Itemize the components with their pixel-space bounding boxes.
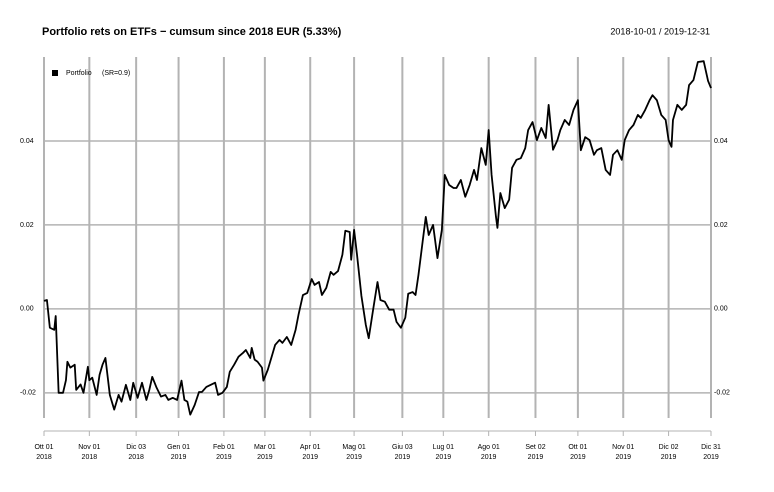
x-tick-year: 2018 [128,454,144,461]
x-tick-label: Dic 02 [659,444,679,451]
y-tick-label-right: 0.02 [714,222,728,229]
x-tick-year: 2019 [703,454,719,461]
grid: -0.02 -0.02 0.00 0.00 0.02 0.02 0.04 0.04 Ott 01… [20,57,730,461]
x-tick-label: Ago 01 [478,444,500,451]
x-tick-year: 2019 [171,454,187,461]
x-tick-label: Set 02 [525,444,545,451]
y-tick-label: 0.00 [20,306,34,313]
x-tick-label: Ott 01 [34,444,53,451]
plot-area [43,60,712,416]
series-line [43,60,712,416]
x-tick-label: Mag 01 [342,444,365,451]
x-tick-label: Nov 01 [612,444,634,451]
x-tick-year: 2019 [661,454,677,461]
x-tick-year: 2019 [615,454,631,461]
y-tick-label: 0.04 [20,138,34,145]
x-tick-year: 2019 [346,454,362,461]
legend-annotation: (SR=0.9) [102,70,130,77]
x-tick-label: Nov 01 [78,444,100,451]
x-tick-label: Feb 01 [213,444,235,451]
x-tick-label: Mar 01 [254,444,276,451]
x-tick-year: 2019 [570,454,586,461]
x-tick-year: 2019 [395,454,411,461]
x-tick-year: 2019 [216,454,232,461]
x-tick-label: Giu 03 [392,444,413,451]
x-tick-year: 2019 [257,454,273,461]
x-tick-label: Apr 01 [300,444,321,451]
y-tick-label: -0.02 [20,390,36,397]
x-tick-label: Ott 01 [568,444,587,451]
x-tick-year: 2019 [302,454,318,461]
x-tick-year: 2018 [36,454,52,461]
x-tick-year: 2019 [436,454,452,461]
x-tick-label: Lug 01 [433,444,455,451]
legend-swatch [52,70,58,76]
chart-title: Portfolio rets on ETFs − cumsum since 20… [42,26,342,38]
x-tick-year: 2019 [528,454,544,461]
date-range: 2018-10-01 / 2019-12-31 [610,26,710,36]
x-tick-label: Dic 03 [126,444,146,451]
y-tick-label-right: 0.00 [714,306,728,313]
legend-label: Portfolio [66,70,92,77]
x-tick-year: 2019 [481,454,497,461]
x-tick-year: 2018 [82,454,98,461]
x-tick-label: Dic 31 [701,444,721,451]
y-tick-label-right: 0.04 [714,138,728,145]
x-tick-label: Gen 01 [167,444,190,451]
y-tick-label: 0.02 [20,222,34,229]
y-tick-label-right: -0.02 [714,390,730,397]
